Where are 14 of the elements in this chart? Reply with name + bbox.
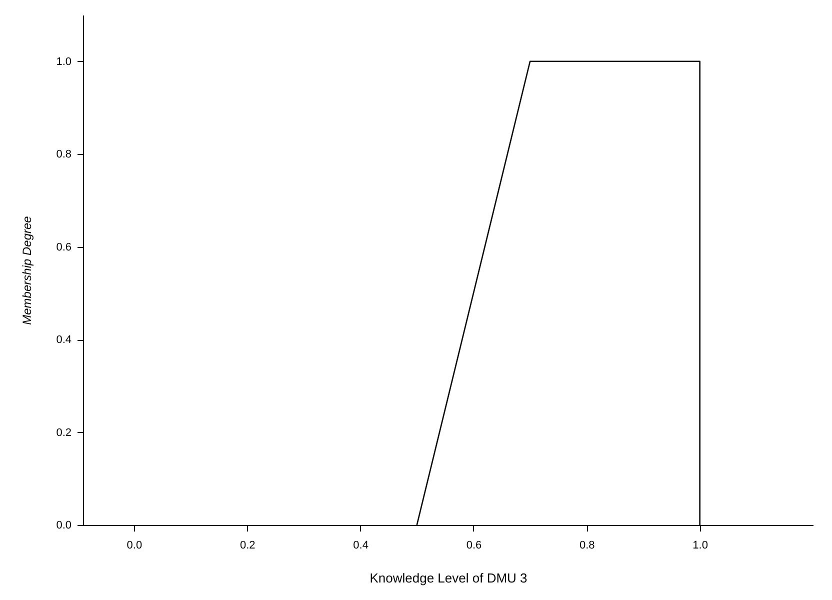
x-axis-title: Knowledge Level of DMU 3 bbox=[370, 570, 528, 586]
x-tick-label: 0.2 bbox=[240, 540, 256, 552]
x-tick-label: 0.6 bbox=[466, 540, 482, 552]
x-tick-label: 0.4 bbox=[353, 540, 368, 552]
x-tick-label: 0.8 bbox=[579, 540, 595, 552]
y-tick-label: 0.0 bbox=[56, 520, 72, 532]
y-tick-label: 0.6 bbox=[56, 241, 72, 254]
x-tick-label: 0.0 bbox=[126, 540, 142, 552]
y-tick-label: 1.0 bbox=[56, 56, 72, 68]
y-axis-title: Membership Degree bbox=[20, 216, 34, 325]
x-tick-label: 1.0 bbox=[692, 540, 708, 552]
y-tick-label: 0.4 bbox=[56, 334, 72, 346]
y-tick-label: 0.8 bbox=[56, 148, 72, 161]
y-tick-label: 0.2 bbox=[56, 426, 72, 439]
